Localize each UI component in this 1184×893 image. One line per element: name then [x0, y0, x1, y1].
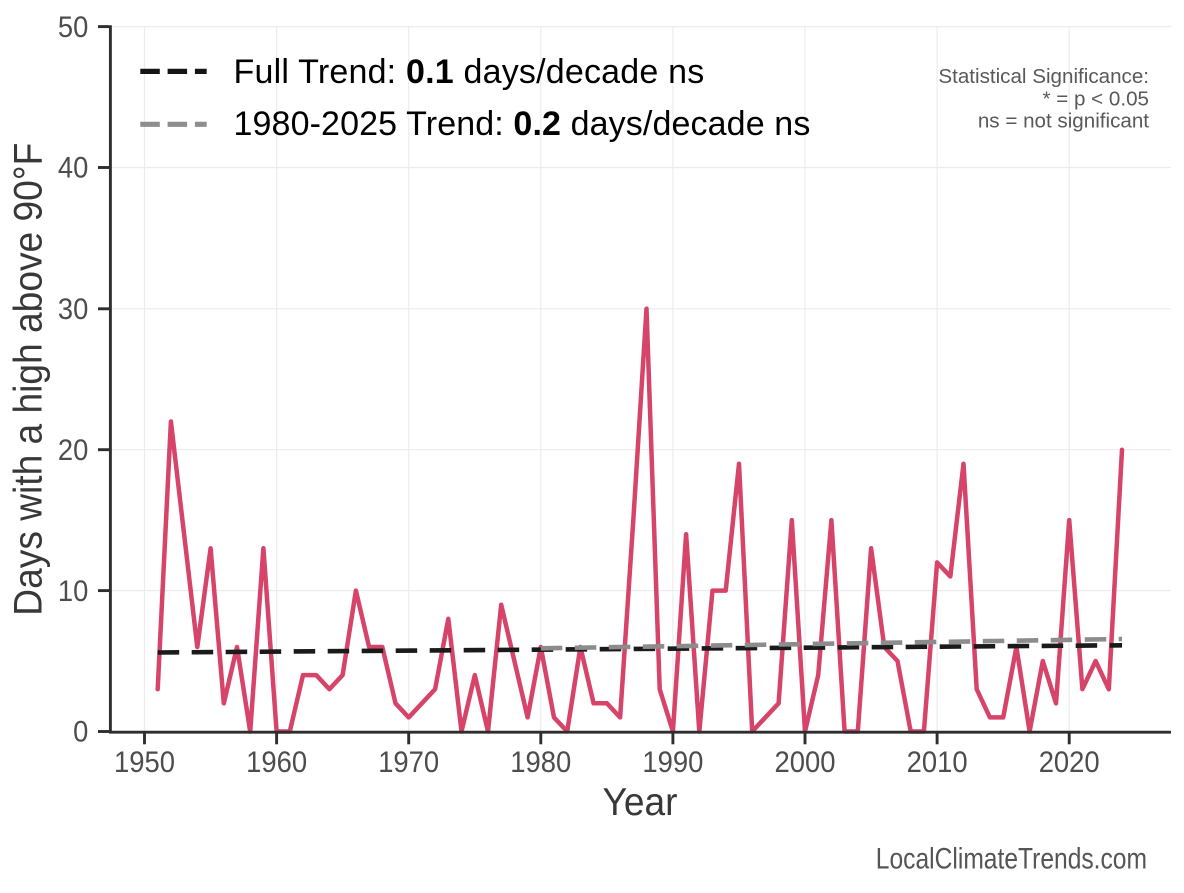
svg-text:0: 0: [73, 716, 88, 749]
svg-text:Year: Year: [603, 781, 678, 824]
svg-text:1990: 1990: [642, 746, 703, 779]
svg-text:Days with a high above 90°F: Days with a high above 90°F: [7, 143, 51, 616]
svg-text:50: 50: [58, 11, 88, 44]
svg-text:2010: 2010: [907, 746, 968, 779]
svg-text:2020: 2020: [1039, 746, 1100, 779]
svg-text:ns = not significant: ns = not significant: [978, 110, 1149, 133]
svg-text:1960: 1960: [246, 746, 307, 779]
svg-text:1970: 1970: [378, 746, 439, 779]
svg-text:30: 30: [58, 293, 88, 326]
svg-text:1980: 1980: [510, 746, 571, 779]
svg-text:* = p < 0.05: * = p < 0.05: [1043, 87, 1150, 110]
svg-text:LocalClimateTrends.com: LocalClimateTrends.com: [876, 842, 1147, 875]
svg-text:1980-2025 Trend: 0.2 days/deca: 1980-2025 Trend: 0.2 days/decade ns: [234, 105, 811, 143]
svg-text:40: 40: [58, 152, 88, 185]
svg-text:2000: 2000: [775, 746, 836, 779]
svg-text:20: 20: [58, 434, 88, 467]
svg-text:10: 10: [58, 575, 88, 608]
svg-text:1950: 1950: [114, 746, 175, 779]
svg-text:Statistical Significance:: Statistical Significance:: [938, 65, 1149, 88]
svg-text:Full Trend: 0.1 days/decade ns: Full Trend: 0.1 days/decade ns: [234, 53, 705, 91]
